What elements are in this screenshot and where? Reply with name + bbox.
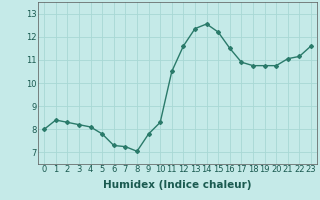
X-axis label: Humidex (Indice chaleur): Humidex (Indice chaleur) — [103, 180, 252, 190]
